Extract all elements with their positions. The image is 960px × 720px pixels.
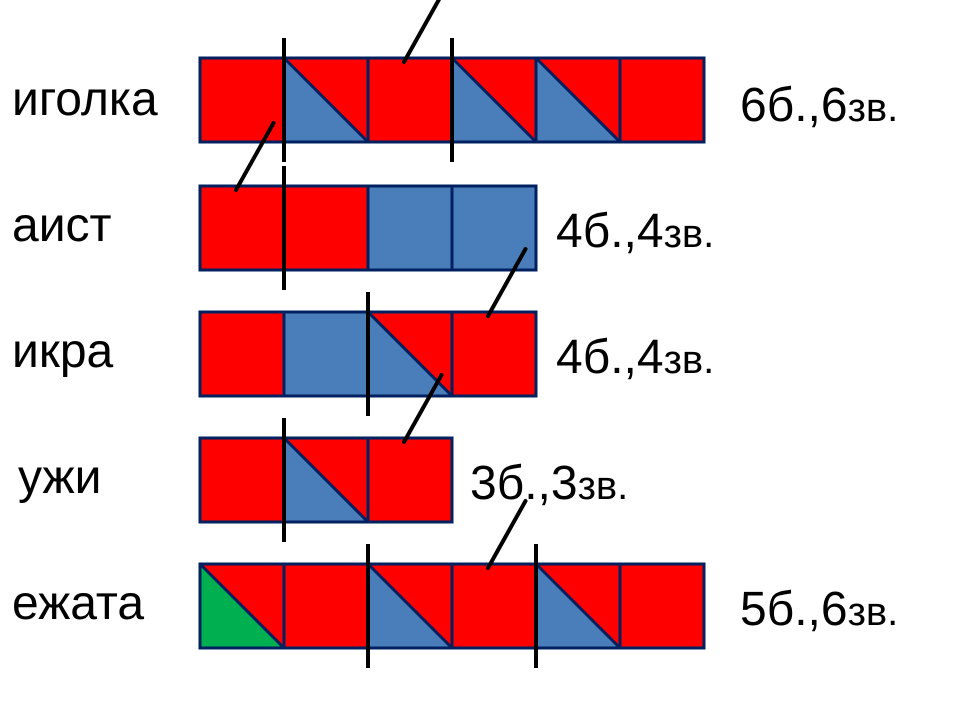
stress-mark: [488, 501, 526, 568]
count-sounds-suffix: зв.: [664, 212, 715, 256]
row-ezhata-word: ежата: [12, 576, 144, 631]
stress-mark: [404, 0, 442, 62]
row-igolka-scheme: [200, 0, 704, 162]
row-aist-count: 4б.,4зв.: [556, 204, 714, 259]
sound-cell: [620, 564, 704, 648]
sound-cell: [452, 564, 536, 648]
count-letters-part: 6б.,6: [740, 79, 848, 132]
count-letters-part: 4б.,4: [556, 205, 664, 258]
count-sounds-suffix: зв.: [848, 86, 899, 130]
row-ikra-count: 4б.,4зв.: [556, 330, 714, 385]
count-letters-part: 4б.,4: [556, 331, 664, 384]
count-letters-part: 3б.,3: [470, 457, 578, 510]
sound-cell: [284, 186, 368, 270]
count-sounds-suffix: зв.: [848, 590, 899, 634]
sound-cell: [200, 312, 284, 396]
count-sounds-suffix: зв.: [664, 338, 715, 382]
row-ikra-word: икра: [12, 324, 113, 379]
row-ikra-scheme: [200, 249, 536, 416]
count-letters-part: 5б.,6: [740, 583, 848, 636]
sound-cell: [284, 312, 368, 396]
row-aist-scheme: [200, 123, 536, 290]
sound-cell: [200, 438, 284, 522]
row-uzhi-count: 3б.,3зв.: [470, 456, 628, 511]
sound-cell: [200, 186, 284, 270]
sound-cell: [368, 186, 452, 270]
row-aist-word: аист: [12, 198, 112, 253]
sound-cell: [452, 186, 536, 270]
sound-cell: [620, 58, 704, 142]
sound-cell: [368, 438, 452, 522]
row-igolka-count: 6б.,6зв.: [740, 78, 898, 133]
row-uzhi-scheme: [200, 375, 452, 542]
sound-cell: [452, 312, 536, 396]
sound-cell: [284, 564, 368, 648]
sound-cell: [368, 58, 452, 142]
row-uzhi-word: ужи: [18, 450, 101, 505]
row-ezhata-scheme: [200, 501, 704, 668]
row-ezhata-count: 5б.,6зв.: [740, 582, 898, 637]
count-sounds-suffix: зв.: [578, 464, 629, 508]
row-igolka-word: иголка: [12, 72, 158, 127]
